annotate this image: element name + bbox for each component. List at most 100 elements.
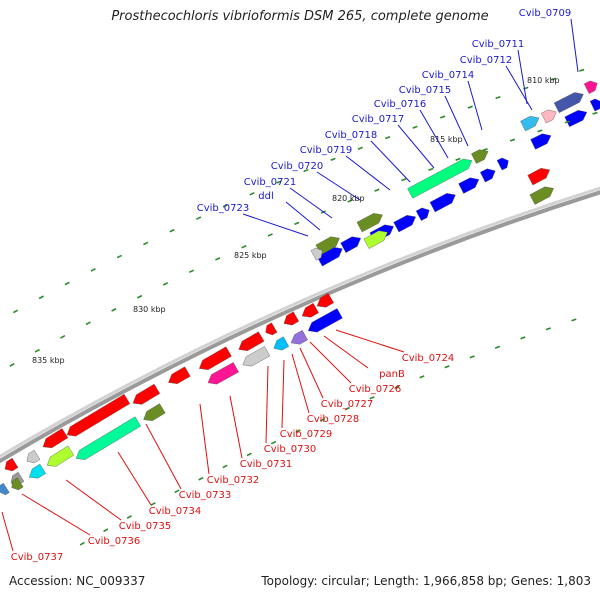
gc-tick xyxy=(150,502,156,506)
forward-gene-6 xyxy=(458,177,480,194)
gc-tick xyxy=(444,365,450,369)
reverse-gene-0 xyxy=(307,308,343,333)
reverse-gene-label: Cvib_0728 xyxy=(307,414,359,425)
gc-tick xyxy=(330,157,336,161)
reverse-gene-10 xyxy=(316,292,334,308)
scale-tick-label: 835 kbp xyxy=(32,356,65,365)
reverse-gene-1 xyxy=(290,330,308,345)
gc-tick xyxy=(126,515,132,519)
gc-tick xyxy=(455,157,461,161)
gc-tick xyxy=(579,68,585,72)
gc-tick xyxy=(369,396,375,400)
forward-gene-5 xyxy=(429,193,456,213)
forward-gene-23 xyxy=(310,247,323,261)
forward-gene-label: Cvib_0715 xyxy=(399,85,451,96)
gc-tick xyxy=(571,318,577,322)
gc-tick xyxy=(249,192,255,196)
forward-gene-label: Cvib_0719 xyxy=(300,145,352,156)
genome-backbone xyxy=(0,190,600,464)
backbone-shadow xyxy=(0,186,600,459)
gc-tick xyxy=(246,452,252,457)
gc-tick xyxy=(319,417,326,422)
gc-tick xyxy=(564,120,571,124)
reverse-gene-label: Cvib_0727 xyxy=(321,399,373,410)
reverse-gene-label: panB xyxy=(379,369,405,380)
reverse-gene-label: Cvib_0730 xyxy=(264,444,316,455)
forward-gene-label: Cvib_0709 xyxy=(519,8,571,19)
forward-gene-13 xyxy=(356,213,383,233)
reverse-gene-21 xyxy=(26,449,41,464)
forward-gene-3 xyxy=(393,215,416,233)
forward-gene-label: Cvib_0711 xyxy=(472,39,524,50)
forward-leader-line xyxy=(444,95,469,147)
gc-tick xyxy=(143,241,149,246)
reverse-gene-22 xyxy=(11,477,24,491)
forward-leader-line xyxy=(419,109,449,159)
reverse-gene-8 xyxy=(283,311,300,326)
forward-gene-10 xyxy=(564,110,588,128)
gc-tick xyxy=(494,345,501,349)
forward-gene-9 xyxy=(530,133,552,150)
reverse-gene-label: Cvib_0731 xyxy=(240,459,292,470)
reverse-leader-line xyxy=(21,493,91,536)
forward-gene-17 xyxy=(520,115,540,132)
gc-tick xyxy=(482,148,488,152)
forward-gene-label: Cvib_0718 xyxy=(325,130,377,141)
gc-tick xyxy=(469,355,475,359)
forward-gene-label: Cvib_0712 xyxy=(460,55,512,66)
reverse-leader-line xyxy=(199,403,210,475)
gc-tick xyxy=(495,95,501,100)
gc-tick xyxy=(347,199,353,203)
gc-tick xyxy=(137,294,143,299)
genome-title: Prosthecochloris vibrioformis DSM 265, c… xyxy=(111,9,489,24)
forward-leader-line xyxy=(345,155,391,191)
gc-tick xyxy=(270,440,277,445)
gc-tick xyxy=(85,321,91,326)
reverse-gene-18 xyxy=(28,463,46,479)
scale-tick-label: 815 kbp xyxy=(430,135,463,144)
gc-tick xyxy=(537,129,543,133)
reverse-leader-line xyxy=(335,329,405,353)
gc-tick xyxy=(267,233,273,237)
gc-tick xyxy=(344,406,350,411)
gc-tick xyxy=(303,168,309,173)
forward-gene-20 xyxy=(527,168,550,186)
reverse-gene-16 xyxy=(143,403,166,421)
gc-tick xyxy=(174,489,180,494)
scale-tick-label: 830 kbp xyxy=(133,305,166,314)
reverse-leader-line xyxy=(323,335,369,369)
forward-gene-label: Cvib_0716 xyxy=(374,99,426,110)
gc-tick xyxy=(60,334,66,339)
gc-tick xyxy=(64,281,70,286)
scale-tick-label: 820 kbp xyxy=(332,194,365,203)
reverse-gene-13 xyxy=(66,393,131,437)
reverse-leader-line xyxy=(281,359,285,429)
gc-tick xyxy=(241,245,247,249)
reverse-gene-label: Cvib_0734 xyxy=(149,506,201,517)
gc-tick xyxy=(295,429,301,433)
gc-tick xyxy=(551,77,557,81)
gc-tick xyxy=(545,327,551,331)
gc-tick xyxy=(38,295,44,300)
gc-tick xyxy=(9,362,15,367)
gc-tick xyxy=(188,269,195,274)
gc-tick xyxy=(169,228,175,233)
gc-tick xyxy=(276,180,282,184)
reverse-gene-2 xyxy=(273,336,290,351)
genome-summary-text: Topology: circular; Length: 1,966,858 bp… xyxy=(261,574,591,588)
forward-gene-22 xyxy=(583,80,598,94)
gc-tick xyxy=(111,308,117,312)
forward-leader-line xyxy=(467,80,483,131)
reverse-leader-line xyxy=(1,511,14,552)
reverse-gene-4 xyxy=(207,362,239,385)
reverse-gene-23 xyxy=(0,482,10,496)
gc-tick xyxy=(162,282,169,286)
reverse-gene-3 xyxy=(242,346,271,367)
gc-tick xyxy=(592,111,598,115)
forward-gene-label: ddl xyxy=(258,191,273,202)
reverse-gene-label: Cvib_0732 xyxy=(207,475,259,486)
gc-tick xyxy=(90,268,96,272)
forward-gene-18 xyxy=(540,109,557,124)
gc-tick xyxy=(12,309,19,314)
